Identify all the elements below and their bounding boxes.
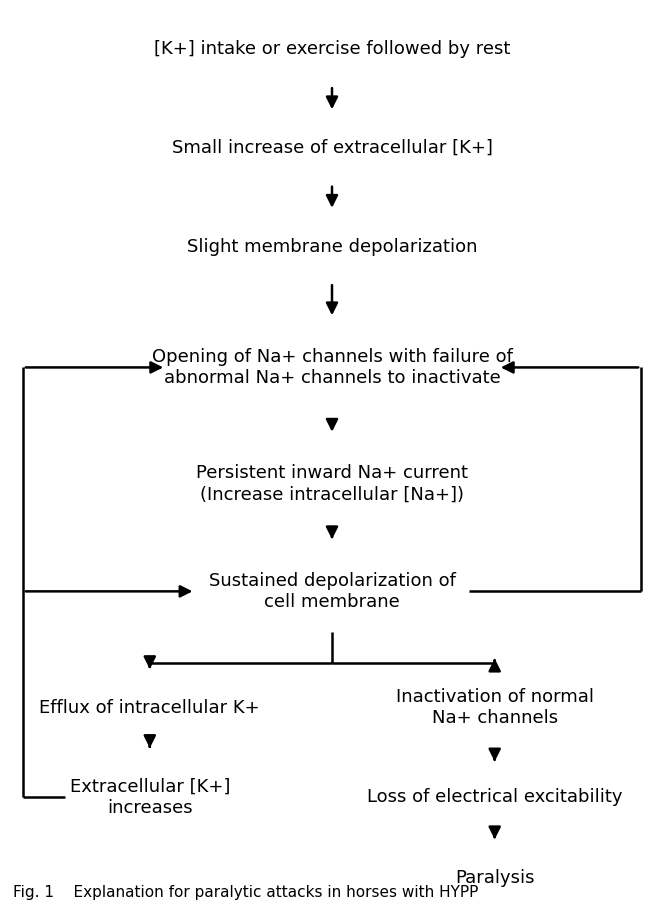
Text: Slight membrane depolarization: Slight membrane depolarization xyxy=(187,238,477,256)
Text: Sustained depolarization of
cell membrane: Sustained depolarization of cell membran… xyxy=(208,572,456,611)
Text: [K+] intake or exercise followed by rest: [K+] intake or exercise followed by rest xyxy=(154,40,510,58)
Text: Loss of electrical excitability: Loss of electrical excitability xyxy=(367,789,622,806)
Text: Small increase of extracellular [K+]: Small increase of extracellular [K+] xyxy=(171,139,493,157)
Text: Inactivation of normal
Na+ channels: Inactivation of normal Na+ channels xyxy=(396,688,594,728)
Text: Fig. 1    Explanation for paralytic attacks in horses with HYPP: Fig. 1 Explanation for paralytic attacks… xyxy=(13,886,479,900)
Text: Opening of Na+ channels with failure of
abnormal Na+ channels to inactivate: Opening of Na+ channels with failure of … xyxy=(151,348,513,387)
Text: Paralysis: Paralysis xyxy=(455,869,535,887)
Text: Persistent inward Na+ current
(Increase intracellular [Na+]): Persistent inward Na+ current (Increase … xyxy=(196,464,468,504)
Text: Efflux of intracellular K+: Efflux of intracellular K+ xyxy=(39,699,260,717)
Text: Extracellular [K+]
increases: Extracellular [K+] increases xyxy=(70,778,230,817)
